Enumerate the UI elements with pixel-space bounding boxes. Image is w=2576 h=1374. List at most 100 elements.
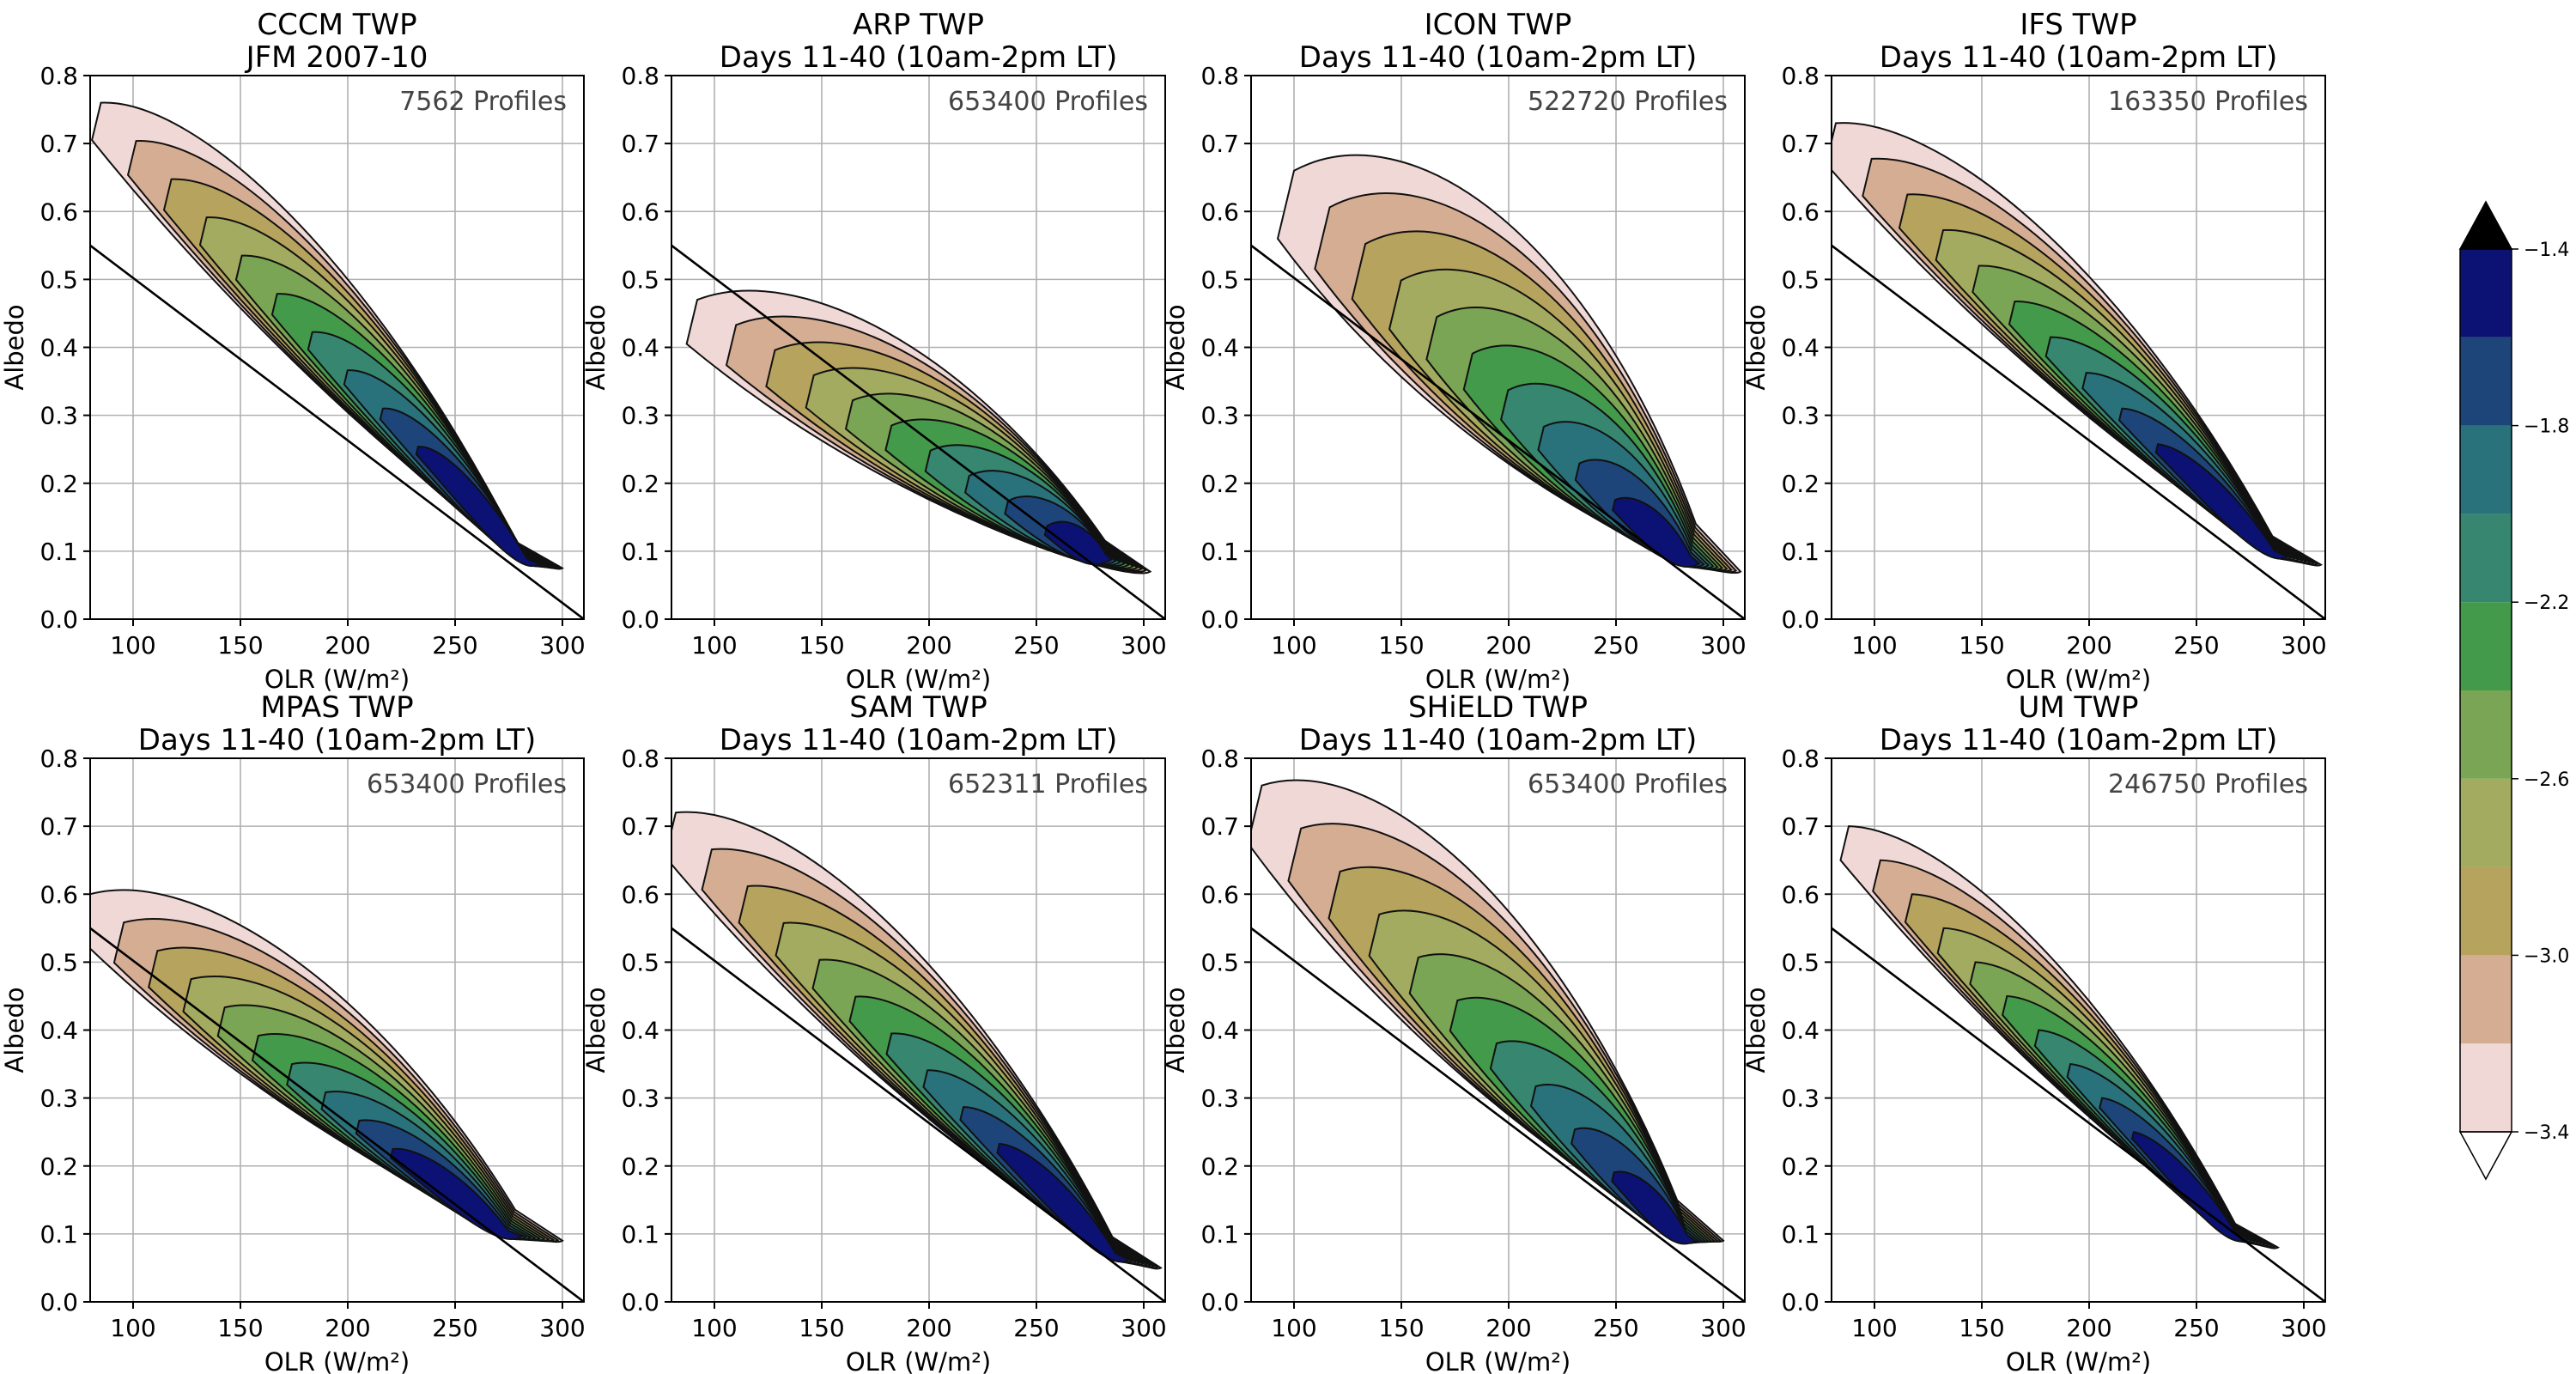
colorbar-frame: [2459, 248, 2512, 1133]
y-tick-label: 0.2: [1781, 470, 1820, 498]
colorbar: −1.4 −1.8 −2.2 −2.6 −3.0 −3.4: [2458, 200, 2569, 1181]
x-axis-label: OLR (W/m²): [1425, 1347, 1571, 1374]
x-tick-label: 200: [1485, 1314, 1531, 1342]
x-tick-label: 100: [691, 631, 737, 660]
panel-title: ICON TWP: [1425, 8, 1572, 42]
y-tick-label: 0.5: [39, 265, 78, 294]
colorbar-segment: [2460, 690, 2512, 779]
panel-title: SAM TWP: [849, 690, 987, 725]
panel-sam-twp: 100 150 200 250 300 0.0 0.1 0.2 0.3 0.4 0.5 0.6 0.7 0…: [581, 690, 1167, 1374]
y-tick-label: 0.5: [1200, 265, 1239, 294]
colorbar-segment: [2460, 337, 2512, 426]
contour-fill: [671, 811, 1163, 1270]
y-tick-label: 0.0: [621, 1288, 659, 1316]
y-axis-label: Albedo: [1741, 987, 1771, 1073]
panel-arp-twp: 100 150 200 250 300 0.0 0.1 0.2 0.3 0.4 0.5 0.6 0.7 0…: [581, 8, 1167, 694]
contour-fill: [1832, 122, 2323, 567]
y-tick-label: 0.2: [1781, 1152, 1820, 1181]
colorbar-segment: [2460, 866, 2512, 956]
contour-fill: [90, 889, 564, 1243]
x-tick-label: 150: [1378, 1314, 1424, 1342]
y-tick-label: 0.1: [1781, 538, 1820, 566]
x-tick-label: 250: [1593, 631, 1638, 660]
y-tick-label: 0.7: [1200, 130, 1239, 158]
y-tick-label: 0.1: [39, 1220, 78, 1249]
y-tick-label: 0.6: [621, 198, 659, 226]
y-axis-label: Albedo: [1161, 304, 1190, 390]
y-tick-label: 0.2: [39, 1152, 78, 1181]
y-tick-label: 0.1: [1200, 538, 1239, 566]
colorbar-tick-label: −1.8: [2524, 416, 2569, 438]
y-tick-label: 0.1: [1200, 1220, 1239, 1249]
y-axis-label: Albedo: [1741, 304, 1771, 390]
y-tick-label: 0.3: [1781, 1085, 1820, 1113]
panel-subtitle: Days 11-40 (10am-2pm LT): [1880, 723, 2277, 757]
colorbar-segment: [2460, 249, 2512, 337]
y-tick-label: 0.3: [39, 1085, 78, 1113]
panel-cccm-twp: 100 150 200 250 300 0.0 0.1 0.2 0.3 0.4 0.5 0.6 0.7 0…: [0, 8, 586, 694]
y-tick-label: 0.5: [621, 265, 659, 294]
y-tick-label: 0.5: [1781, 265, 1820, 294]
reference-line: [90, 927, 584, 1302]
y-tick-label: 0.4: [621, 1017, 659, 1045]
y-tick-label: 0.7: [39, 130, 78, 158]
colorbar-max-extend: [2458, 200, 2513, 250]
y-tick-label: 0.6: [621, 880, 659, 909]
profile-count: 163350 Profiles: [2108, 87, 2308, 117]
y-tick-label: 0.0: [39, 1288, 78, 1316]
y-axis-label: Albedo: [1161, 987, 1190, 1073]
panel-subtitle: Days 11-40 (10am-2pm LT): [1880, 40, 2277, 75]
y-tick-label: 0.2: [39, 470, 78, 498]
y-tick-label: 0.3: [1781, 402, 1820, 430]
panel-subtitle: Days 11-40 (10am-2pm LT): [1299, 723, 1697, 757]
reference-line: [671, 927, 1165, 1302]
profile-count: 652311 Profiles: [948, 769, 1148, 799]
panel-icon-twp: 100 150 200 250 300 0.0 0.1 0.2 0.3 0.4 0.5 0.6 0.7 0…: [1161, 8, 1747, 694]
panel-title: UM TWP: [2019, 690, 2139, 725]
x-tick-label: 300: [539, 631, 585, 660]
panel-title: ARP TWP: [853, 8, 984, 42]
y-tick-label: 0.2: [1200, 470, 1239, 498]
x-tick-label: 150: [1959, 631, 2004, 660]
y-tick-label: 0.8: [1781, 745, 1820, 773]
colorbar-tick-label: −1.4: [2524, 240, 2569, 261]
panel-subtitle: Days 11-40 (10am-2pm LT): [720, 40, 1117, 75]
contour-level-10: [2154, 443, 2290, 560]
y-tick-label: 0.4: [39, 1017, 78, 1045]
x-tick-label: 150: [799, 1314, 844, 1342]
x-tick-label: 150: [1959, 1314, 2004, 1342]
profile-count: 246750 Profiles: [2108, 769, 2308, 799]
y-tick-label: 0.6: [1200, 198, 1239, 226]
contour-level-10: [996, 1142, 1131, 1263]
y-tick-label: 0.1: [621, 538, 659, 566]
colorbar-tick-label: −2.6: [2524, 769, 2569, 791]
x-tick-label: 100: [1271, 631, 1316, 660]
x-axis-label: OLR (W/m²): [1425, 665, 1571, 694]
y-axis-label: Albedo: [581, 304, 611, 390]
x-tick-label: 100: [110, 1314, 155, 1342]
x-tick-label: 250: [1593, 1314, 1638, 1342]
contour-fill: [1276, 154, 1742, 574]
y-tick-label: 0.3: [1200, 402, 1239, 430]
colorbar-segment: [2460, 778, 2512, 867]
x-tick-label: 150: [799, 631, 844, 660]
x-tick-label: 150: [1378, 631, 1424, 660]
x-tick-label: 100: [110, 631, 155, 660]
y-tick-label: 0.0: [621, 605, 659, 634]
y-tick-label: 0.3: [621, 402, 659, 430]
y-tick-label: 0.1: [1781, 1220, 1820, 1249]
x-tick-label: 150: [217, 1314, 263, 1342]
contour-level-10: [2130, 1131, 2251, 1243]
x-tick-label: 300: [539, 1314, 585, 1342]
y-tick-label: 0.4: [621, 334, 659, 362]
y-tick-label: 0.0: [1781, 1288, 1820, 1316]
y-tick-label: 0.6: [1781, 880, 1820, 909]
x-axis-label: OLR (W/m²): [264, 665, 410, 694]
x-tick-label: 300: [1121, 1314, 1166, 1342]
colorbar-segment: [2460, 1043, 2512, 1132]
y-tick-label: 0.8: [39, 745, 78, 773]
y-tick-label: 0.6: [39, 880, 78, 909]
x-tick-label: 200: [2066, 1314, 2111, 1342]
colorbar-segment: [2460, 955, 2512, 1044]
profile-count: 653400 Profiles: [948, 87, 1148, 117]
